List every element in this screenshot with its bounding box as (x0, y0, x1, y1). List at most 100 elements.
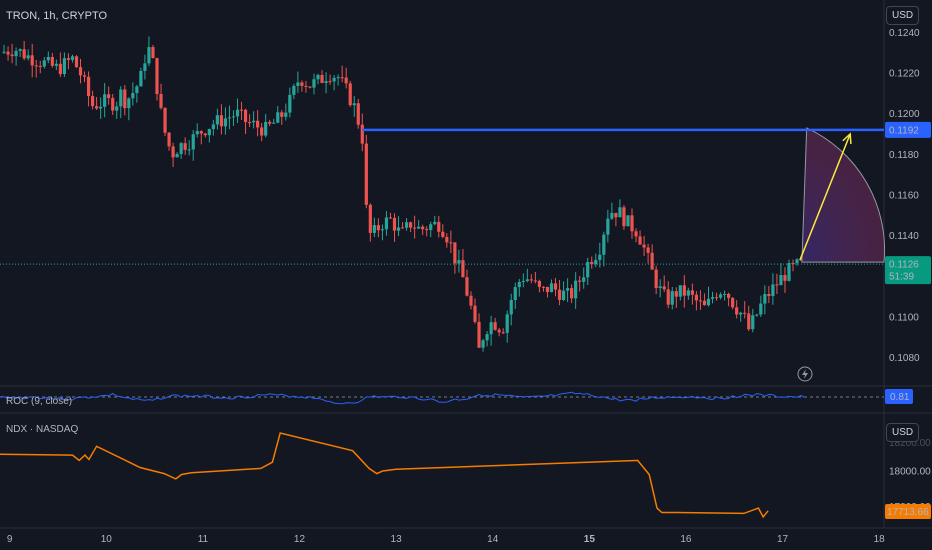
candle-body (485, 334, 489, 341)
candle-body (714, 297, 719, 299)
level-price-tag (885, 121, 931, 138)
candle-body (348, 83, 352, 106)
candle-body (396, 227, 401, 231)
candle-body (755, 314, 759, 316)
candle-body (529, 279, 533, 281)
candle-body (175, 154, 179, 158)
candle-body (517, 281, 521, 288)
candle-body (123, 89, 127, 109)
candle-body (795, 259, 799, 264)
price-tick-label: 0.1180 (889, 150, 919, 161)
candle-body (799, 259, 803, 261)
candle-body (759, 303, 763, 315)
ndx-value-label: 17713.66 (887, 507, 929, 518)
roc-value-tag (885, 389, 913, 404)
time-tick-label: 16 (680, 534, 692, 545)
candle-body (409, 222, 413, 228)
candle-body (586, 261, 590, 278)
candle-body (735, 307, 739, 315)
candle-body (86, 76, 91, 97)
candle-body (22, 49, 26, 59)
candle-body (90, 96, 95, 107)
fan-sector (801, 127, 886, 263)
candle-body (775, 284, 779, 286)
candle-body (650, 252, 654, 270)
candle-body (553, 283, 558, 290)
candle-body (473, 305, 477, 322)
candle-body (545, 286, 550, 293)
candle-body (630, 215, 634, 232)
candle-body (642, 244, 646, 248)
candle-body (722, 293, 727, 295)
candle-body (634, 231, 638, 237)
candle-body (537, 280, 542, 287)
candle-body (731, 297, 735, 308)
candle-body (445, 236, 449, 243)
currency-button[interactable]: USD (886, 6, 920, 25)
last-price-tag (885, 256, 931, 285)
candle-body (360, 124, 364, 144)
candle-body (437, 221, 441, 232)
candle-body (590, 261, 594, 265)
candle-body (14, 50, 18, 57)
roc-value-label: 0.81 (890, 392, 910, 403)
candle-body (706, 298, 711, 306)
last-price-label: 0.1126 (889, 260, 919, 271)
candle-body (743, 312, 747, 314)
countdown-label: 51:39 (889, 272, 914, 283)
candle-body (622, 207, 626, 227)
candle-body (340, 77, 344, 79)
candle-body (356, 103, 360, 125)
ndx-currency-button[interactable]: USD (886, 423, 920, 442)
candle-body (143, 63, 147, 71)
candle-body (163, 107, 167, 133)
candle-body (674, 291, 678, 297)
candle-body (179, 143, 183, 155)
candle-body (598, 254, 602, 260)
candle-body (763, 294, 767, 304)
candle-body (223, 118, 228, 127)
candle-body (702, 300, 707, 306)
candle-body (751, 315, 755, 330)
arrow-head (842, 132, 852, 145)
candle-body (219, 115, 224, 127)
candle-body (199, 131, 203, 134)
price-tick-label: 0.1220 (889, 69, 920, 80)
candle-body (6, 51, 10, 55)
candle-body (167, 132, 171, 147)
candle-body (38, 65, 42, 67)
candle-body (453, 242, 457, 264)
projection-arrow (799, 133, 851, 261)
candle-body (413, 227, 417, 229)
candle-body (292, 85, 296, 95)
candle-body (594, 259, 598, 265)
candle-body (46, 56, 50, 61)
candle-body (481, 340, 485, 348)
candle-body (260, 127, 264, 136)
price-tick-label: 0.1200 (889, 109, 920, 120)
candle-body (570, 288, 574, 299)
time-tick-label: 10 (101, 534, 113, 545)
level-price-label: 0.1192 (889, 125, 919, 136)
candle-body (42, 60, 46, 67)
candle-body (710, 297, 715, 299)
candle-body (658, 286, 662, 288)
candle-body (384, 217, 389, 230)
candle-body (115, 106, 119, 111)
candle-body (425, 229, 429, 231)
candle-body (614, 212, 618, 218)
candle-body (686, 290, 690, 296)
candle-body (215, 115, 219, 125)
time-tick-label: 18 (874, 534, 886, 545)
price-tick-label: 0.1240 (889, 28, 920, 39)
candle-body (380, 229, 385, 231)
candle-body (239, 109, 244, 111)
candle-body (231, 116, 236, 118)
candle-body (203, 133, 207, 136)
candle-body (533, 280, 537, 282)
candle-body (135, 86, 139, 94)
candle-body (739, 312, 743, 315)
ndx-value-tag (885, 504, 931, 519)
time-tick-label: 12 (294, 534, 306, 545)
